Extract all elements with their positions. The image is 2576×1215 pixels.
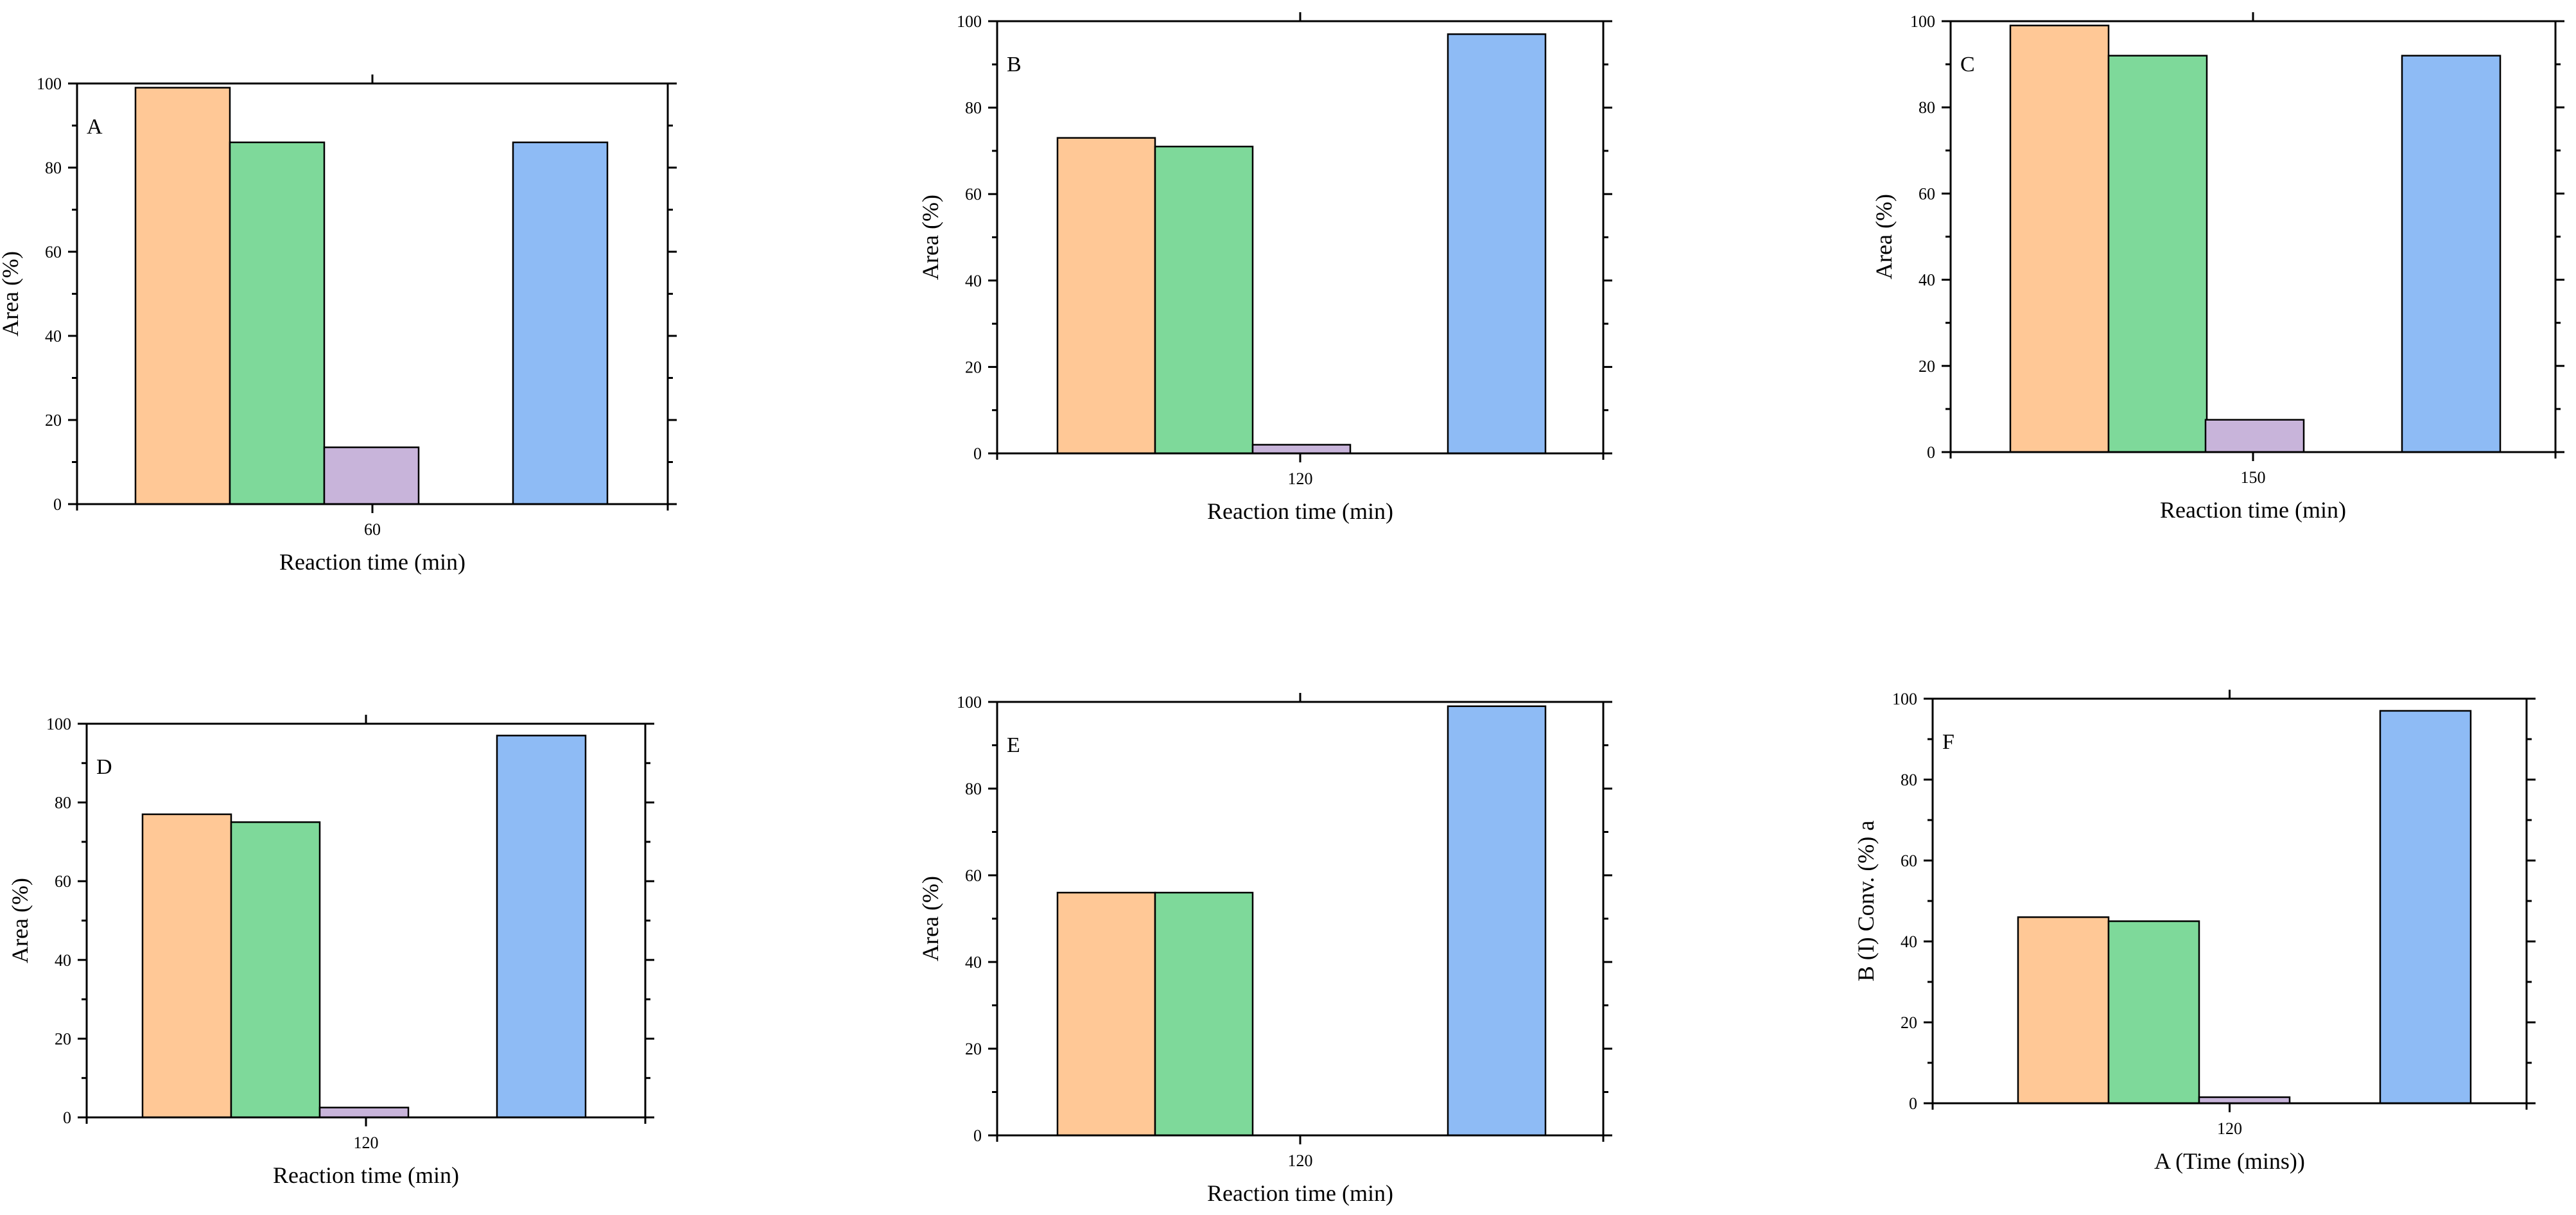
y-tick-label: 0 bbox=[1909, 1094, 1917, 1113]
y-tick-label: 40 bbox=[1919, 271, 1935, 290]
panel-label: A bbox=[87, 115, 103, 139]
x-axis-title: Reaction time (min) bbox=[1207, 1180, 1393, 1206]
bar-d-series-2 bbox=[230, 821, 321, 1119]
y-tick-label: 0 bbox=[973, 1126, 982, 1145]
y-axis-title: Area (%) bbox=[918, 876, 943, 961]
y-tick-label: 20 bbox=[1901, 1013, 1917, 1032]
y-tick-label: 80 bbox=[1901, 771, 1917, 789]
x-tick-label: 120 bbox=[354, 1133, 379, 1152]
chart-panel-e: 0 20 40 60 80 100 120 Reaction time (min) Area (… bbox=[918, 693, 1612, 1206]
x-tick-label: 120 bbox=[1288, 1151, 1313, 1170]
y-axis-title: Area (%) bbox=[918, 195, 943, 280]
x-axis-title: Reaction time (min) bbox=[273, 1162, 459, 1188]
y-tick-label: 60 bbox=[1919, 184, 1935, 203]
bar-e-series-1 bbox=[1056, 891, 1156, 1137]
y-tick-label: 0 bbox=[63, 1108, 71, 1127]
y-tick-label: 60 bbox=[965, 866, 982, 885]
y-tick-label: 40 bbox=[965, 953, 982, 972]
y-axis-title: Area (%) bbox=[1871, 194, 1897, 279]
y-axis-title: Area (%) bbox=[7, 878, 33, 963]
x-tick-label: 120 bbox=[2217, 1119, 2242, 1138]
chart-panel-b: 0 20 40 60 80 100 120 Reaction time (min) Area (… bbox=[918, 12, 1612, 524]
bar-d-series-4 bbox=[496, 735, 587, 1119]
panel-label: C bbox=[1960, 53, 1975, 76]
bar-f-series-1 bbox=[2017, 916, 2110, 1105]
x-tick-label: 120 bbox=[1288, 469, 1313, 488]
y-tick-label: 0 bbox=[973, 444, 982, 463]
y-tick-label: 60 bbox=[1901, 852, 1917, 870]
x-tick-label: 150 bbox=[2241, 468, 2266, 487]
bar-e-series-2 bbox=[1154, 891, 1254, 1137]
panel-label: D bbox=[96, 755, 112, 779]
bar-b-series-2 bbox=[1154, 145, 1254, 455]
panel-label: F bbox=[1942, 730, 1954, 754]
x-tick-label: 60 bbox=[364, 520, 381, 539]
x-axis-title: Reaction time (min) bbox=[279, 549, 466, 575]
bar-c-series-4 bbox=[2401, 55, 2502, 453]
y-tick-label: 0 bbox=[53, 495, 62, 514]
bar-e-series-4 bbox=[1447, 705, 1547, 1137]
y-tick-label: 100 bbox=[37, 74, 62, 93]
x-axis-title: A (Time (mins)) bbox=[2154, 1148, 2305, 1174]
y-tick-label: 40 bbox=[965, 272, 982, 290]
y-tick-label: 80 bbox=[1919, 98, 1935, 117]
bar-b-series-1 bbox=[1056, 137, 1156, 455]
y-tick-label: 100 bbox=[957, 12, 982, 31]
bar-c-series-2 bbox=[2107, 55, 2208, 453]
bar-a-series-1 bbox=[134, 87, 231, 505]
y-tick-label: 0 bbox=[1927, 443, 1935, 462]
y-tick-label: 40 bbox=[1901, 932, 1917, 951]
y-axis-title: Area (%) bbox=[0, 251, 23, 337]
bar-d-series-1 bbox=[141, 813, 232, 1119]
y-tick-label: 60 bbox=[45, 243, 62, 261]
y-tick-label: 20 bbox=[45, 411, 62, 430]
y-tick-label: 80 bbox=[55, 794, 71, 812]
bar-d-series-3 bbox=[318, 1106, 410, 1119]
chart-panel-c: 0 20 40 60 80 100 150 Reaction time (min) Area (… bbox=[1871, 12, 2564, 523]
y-axis-title: B (I) Conv. (%) a bbox=[1853, 821, 1879, 982]
chart-panel-d: 0 20 40 60 80 100 120 Reaction time (min) Area (… bbox=[7, 715, 654, 1188]
y-tick-label: 20 bbox=[1919, 357, 1935, 376]
y-tick-label: 40 bbox=[55, 951, 71, 970]
panel-label: B bbox=[1007, 53, 1022, 76]
bar-c-series-3 bbox=[2204, 419, 2305, 453]
x-axis-title: Reaction time (min) bbox=[2160, 497, 2346, 523]
y-tick-label: 100 bbox=[1910, 12, 1935, 31]
bar-a-series-4 bbox=[512, 141, 609, 505]
y-tick-label: 100 bbox=[1892, 690, 1917, 708]
y-tick-label: 80 bbox=[965, 99, 982, 118]
y-tick-label: 100 bbox=[46, 715, 71, 733]
y-tick-label: 20 bbox=[965, 1040, 982, 1058]
y-tick-label: 20 bbox=[55, 1029, 71, 1048]
x-axis-title: Reaction time (min) bbox=[1207, 498, 1393, 524]
chart-panel-f: 0 20 40 60 80 100 120 A (Time (mins)) B (I) Conv… bbox=[1853, 690, 2536, 1174]
bar-b-series-3 bbox=[1251, 444, 1352, 455]
y-tick-label: 60 bbox=[55, 872, 71, 891]
y-tick-label: 80 bbox=[965, 780, 982, 798]
y-tick-label: 40 bbox=[45, 327, 62, 345]
y-tick-label: 20 bbox=[965, 358, 982, 376]
bar-a-series-3 bbox=[323, 446, 420, 505]
bar-f-series-2 bbox=[2107, 920, 2200, 1105]
panel-label: E bbox=[1007, 733, 1020, 757]
bar-b-series-4 bbox=[1447, 33, 1547, 455]
bar-c-series-1 bbox=[2009, 24, 2110, 453]
y-tick-label: 60 bbox=[965, 185, 982, 204]
bar-f-series-4 bbox=[2379, 710, 2472, 1105]
y-tick-label: 100 bbox=[957, 693, 982, 712]
bar-a-series-2 bbox=[229, 141, 326, 505]
chart-panel-a: 0 20 40 60 80 100 60 Reaction time (min) Area (%… bbox=[0, 74, 677, 575]
y-tick-label: 80 bbox=[45, 159, 62, 177]
